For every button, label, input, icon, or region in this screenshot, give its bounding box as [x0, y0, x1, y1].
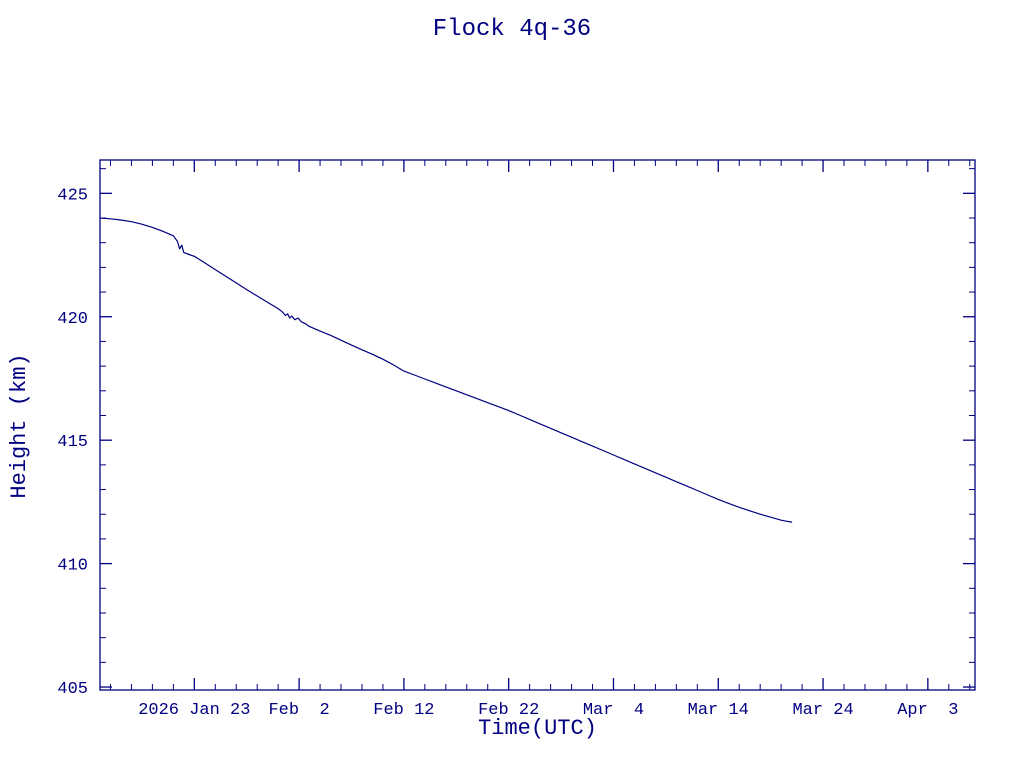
- svg-text:Mar 24: Mar 24: [792, 701, 853, 720]
- svg-text:420: 420: [57, 310, 88, 329]
- svg-text:Apr 3: Apr 3: [897, 701, 958, 720]
- svg-text:2026 Jan 23: 2026 Jan 23: [138, 701, 250, 720]
- svg-text:Feb 2: Feb 2: [268, 701, 329, 720]
- x-axis-label: Time(UTC): [478, 716, 597, 741]
- svg-text:Feb 12: Feb 12: [373, 701, 434, 720]
- svg-text:405: 405: [57, 680, 88, 699]
- svg-text:425: 425: [57, 186, 88, 205]
- svg-text:Mar 4: Mar 4: [583, 701, 644, 720]
- svg-text:410: 410: [57, 557, 88, 576]
- chart-title: Flock 4q-36: [432, 16, 592, 43]
- y-axis-label: Height (km): [7, 353, 32, 499]
- svg-text:Feb 22: Feb 22: [478, 701, 539, 720]
- svg-text:Mar 14: Mar 14: [688, 701, 749, 720]
- svg-text:415: 415: [57, 433, 88, 452]
